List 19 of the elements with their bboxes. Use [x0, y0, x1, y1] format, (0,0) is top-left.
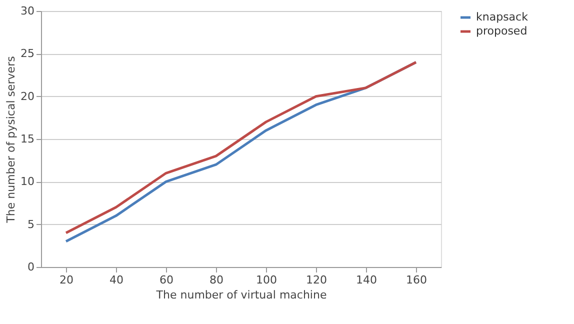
x-tick-label: 60 — [160, 274, 174, 286]
x-tick-label: 120 — [306, 274, 327, 286]
x-tick-label: 80 — [210, 274, 224, 286]
y-tick-label: 5 — [28, 218, 34, 231]
y-tick-label: 20 — [20, 90, 34, 103]
legend-label: knapsack — [476, 10, 529, 24]
y-axis-title: The number of pysical servers — [4, 56, 18, 224]
x-axis-title: The number of virtual machine — [155, 288, 327, 302]
x-tick-label: 100 — [256, 274, 277, 286]
x-tick-label: 20 — [60, 274, 74, 286]
y-tick-label: 15 — [20, 132, 34, 146]
x-tick-label: 40 — [110, 274, 124, 286]
x-tick-label: 140 — [356, 274, 377, 286]
y-tick-label: 30 — [20, 4, 34, 18]
y-tick-label: 10 — [20, 175, 34, 188]
x-tick-label: 160 — [406, 274, 427, 286]
y-tick-label: 25 — [20, 47, 34, 60]
legend-label: proposed — [476, 24, 528, 38]
y-tick-label: 0 — [28, 260, 34, 274]
